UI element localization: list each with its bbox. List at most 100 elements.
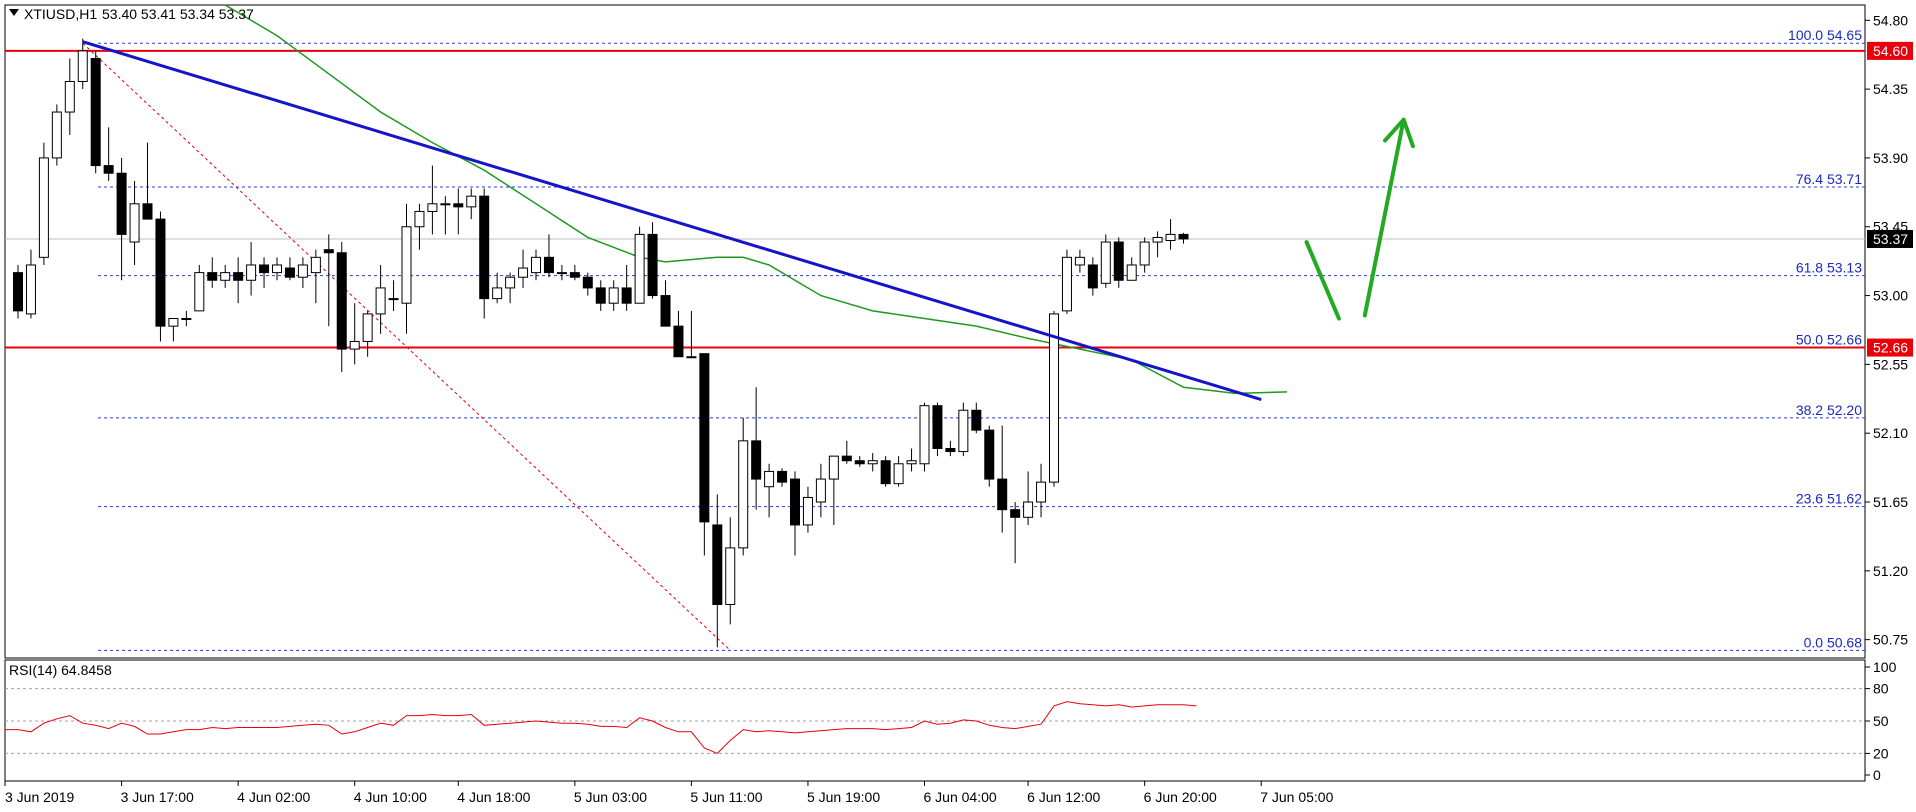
y-axis: 54.8054.3553.9053.4553.0052.5552.1051.65… bbox=[1865, 12, 1908, 648]
x-tick-label: 5 Jun 19:00 bbox=[807, 789, 880, 805]
candle-bullish bbox=[64, 80, 75, 113]
candle-bullish bbox=[738, 440, 749, 549]
fib-level-label: 23.6 51.62 bbox=[1796, 491, 1862, 507]
candle-bullish bbox=[815, 478, 826, 503]
fib-level-label: 0.0 50.68 bbox=[1804, 634, 1863, 650]
x-tick-label: 3 Jun 2019 bbox=[5, 789, 74, 805]
candle-bullish bbox=[25, 264, 36, 315]
candle-bullish bbox=[893, 463, 904, 485]
price-tags-layer: 54.60 52.66 53.37 bbox=[1867, 41, 1913, 357]
candle-bullish bbox=[867, 460, 878, 465]
candle-bearish bbox=[142, 203, 153, 220]
projection-arrow-shaft bbox=[1304, 240, 1341, 321]
candle-bearish bbox=[945, 447, 956, 453]
candle-bullish bbox=[375, 287, 386, 315]
x-tick-label: 4 Jun 02:00 bbox=[237, 789, 310, 805]
candle-bullish bbox=[1036, 481, 1047, 503]
candle-bullish bbox=[958, 409, 969, 453]
candle-bearish bbox=[1113, 241, 1124, 281]
rsi-tick-label: 80 bbox=[1873, 681, 1889, 697]
projection-arrow-shaft bbox=[1362, 117, 1406, 318]
x-tick-label: 4 Jun 18:00 bbox=[457, 789, 530, 805]
candle-bullish bbox=[362, 313, 373, 342]
candle-bearish bbox=[790, 478, 800, 526]
y-tick-label: 51.65 bbox=[1873, 494, 1908, 510]
price-tag-label: 52.66 bbox=[1873, 340, 1908, 356]
candle-bearish bbox=[984, 429, 995, 480]
candle-bearish bbox=[543, 256, 554, 274]
price-tag-label: 53.37 bbox=[1873, 231, 1908, 247]
candle-bearish bbox=[207, 272, 218, 281]
candle-bullish bbox=[1023, 501, 1034, 518]
rsi-label: RSI(14) 64.8458 bbox=[9, 662, 112, 678]
candle-bullish bbox=[388, 298, 399, 301]
y-tick-label: 51.20 bbox=[1873, 563, 1908, 579]
price-tag-label: 54.60 bbox=[1873, 43, 1908, 59]
candles-layer bbox=[13, 38, 1189, 648]
candle-bullish bbox=[272, 264, 282, 274]
y-tick-label: 52.55 bbox=[1873, 356, 1908, 372]
price-tag-box bbox=[1867, 41, 1913, 60]
rsi-tick-label: 20 bbox=[1873, 745, 1889, 761]
ohlc-header: 53.40 53.41 53.34 53.37 bbox=[102, 6, 254, 22]
candle-bullish bbox=[518, 267, 529, 278]
candle-bullish bbox=[686, 356, 697, 359]
trendline-layer bbox=[82, 40, 1262, 401]
candle-bullish bbox=[764, 470, 775, 488]
horizontal-levels-layer bbox=[5, 49, 1865, 349]
descending-trendline bbox=[82, 40, 1262, 401]
candle-bearish bbox=[621, 287, 632, 304]
candle-bullish bbox=[427, 203, 438, 212]
candle-bearish bbox=[971, 409, 982, 431]
candle-bearish bbox=[284, 267, 295, 278]
candle-bullish bbox=[1061, 256, 1072, 312]
y-tick-label: 53.90 bbox=[1873, 150, 1908, 166]
candle-bullish bbox=[828, 455, 839, 480]
candle-bearish bbox=[1087, 264, 1098, 289]
fib-level-label: 50.0 52.66 bbox=[1796, 332, 1862, 348]
rsi-tick-label: 50 bbox=[1873, 713, 1889, 729]
x-tick-label: 6 Jun 04:00 bbox=[924, 789, 997, 805]
candle-bullish bbox=[919, 405, 930, 465]
candle-bullish bbox=[1139, 241, 1150, 266]
candle-bearish bbox=[103, 165, 114, 174]
candle-bullish bbox=[556, 272, 567, 275]
fib-diagonal-line bbox=[82, 42, 731, 651]
dropdown-triangle-icon[interactable] bbox=[9, 9, 19, 16]
candle-bearish bbox=[1010, 509, 1021, 518]
candle-bullish bbox=[1049, 313, 1059, 483]
candle-bullish bbox=[194, 272, 205, 312]
fib-level-label: 61.8 53.13 bbox=[1796, 260, 1862, 276]
candle-bearish bbox=[453, 203, 464, 208]
x-tick-label: 7 Jun 05:00 bbox=[1260, 789, 1333, 805]
candle-bullish bbox=[401, 226, 412, 304]
candle-bullish bbox=[51, 111, 62, 159]
candle-bearish bbox=[880, 460, 891, 485]
candle-bearish bbox=[699, 353, 710, 523]
x-tick-label: 3 Jun 17:00 bbox=[121, 789, 194, 805]
fib-level-label: 100.0 54.65 bbox=[1788, 27, 1862, 43]
candle-bullish bbox=[492, 287, 503, 300]
candle-bullish bbox=[634, 233, 645, 304]
candle-bullish bbox=[414, 210, 425, 228]
x-tick-label: 6 Jun 20:00 bbox=[1144, 789, 1217, 805]
candle-bullish bbox=[466, 195, 477, 208]
candle-bearish bbox=[997, 478, 1008, 511]
candle-bullish bbox=[310, 256, 321, 274]
candle-bullish bbox=[1100, 241, 1111, 284]
price-tag-box bbox=[1867, 338, 1913, 357]
candle-bearish bbox=[13, 272, 23, 312]
candle-bearish bbox=[751, 440, 762, 480]
x-tick-label: 5 Jun 03:00 bbox=[574, 789, 647, 805]
candle-bullish bbox=[1126, 264, 1137, 281]
x-tick-label: 4 Jun 10:00 bbox=[354, 789, 427, 805]
moving-average-line bbox=[224, 4, 1288, 395]
candle-bearish bbox=[90, 58, 101, 167]
candle-bullish bbox=[246, 264, 257, 281]
candle-bearish bbox=[595, 287, 606, 304]
x-tick-label: 6 Jun 12:00 bbox=[1027, 789, 1100, 805]
candle-bullish bbox=[181, 318, 192, 321]
candle-bullish bbox=[725, 547, 736, 605]
